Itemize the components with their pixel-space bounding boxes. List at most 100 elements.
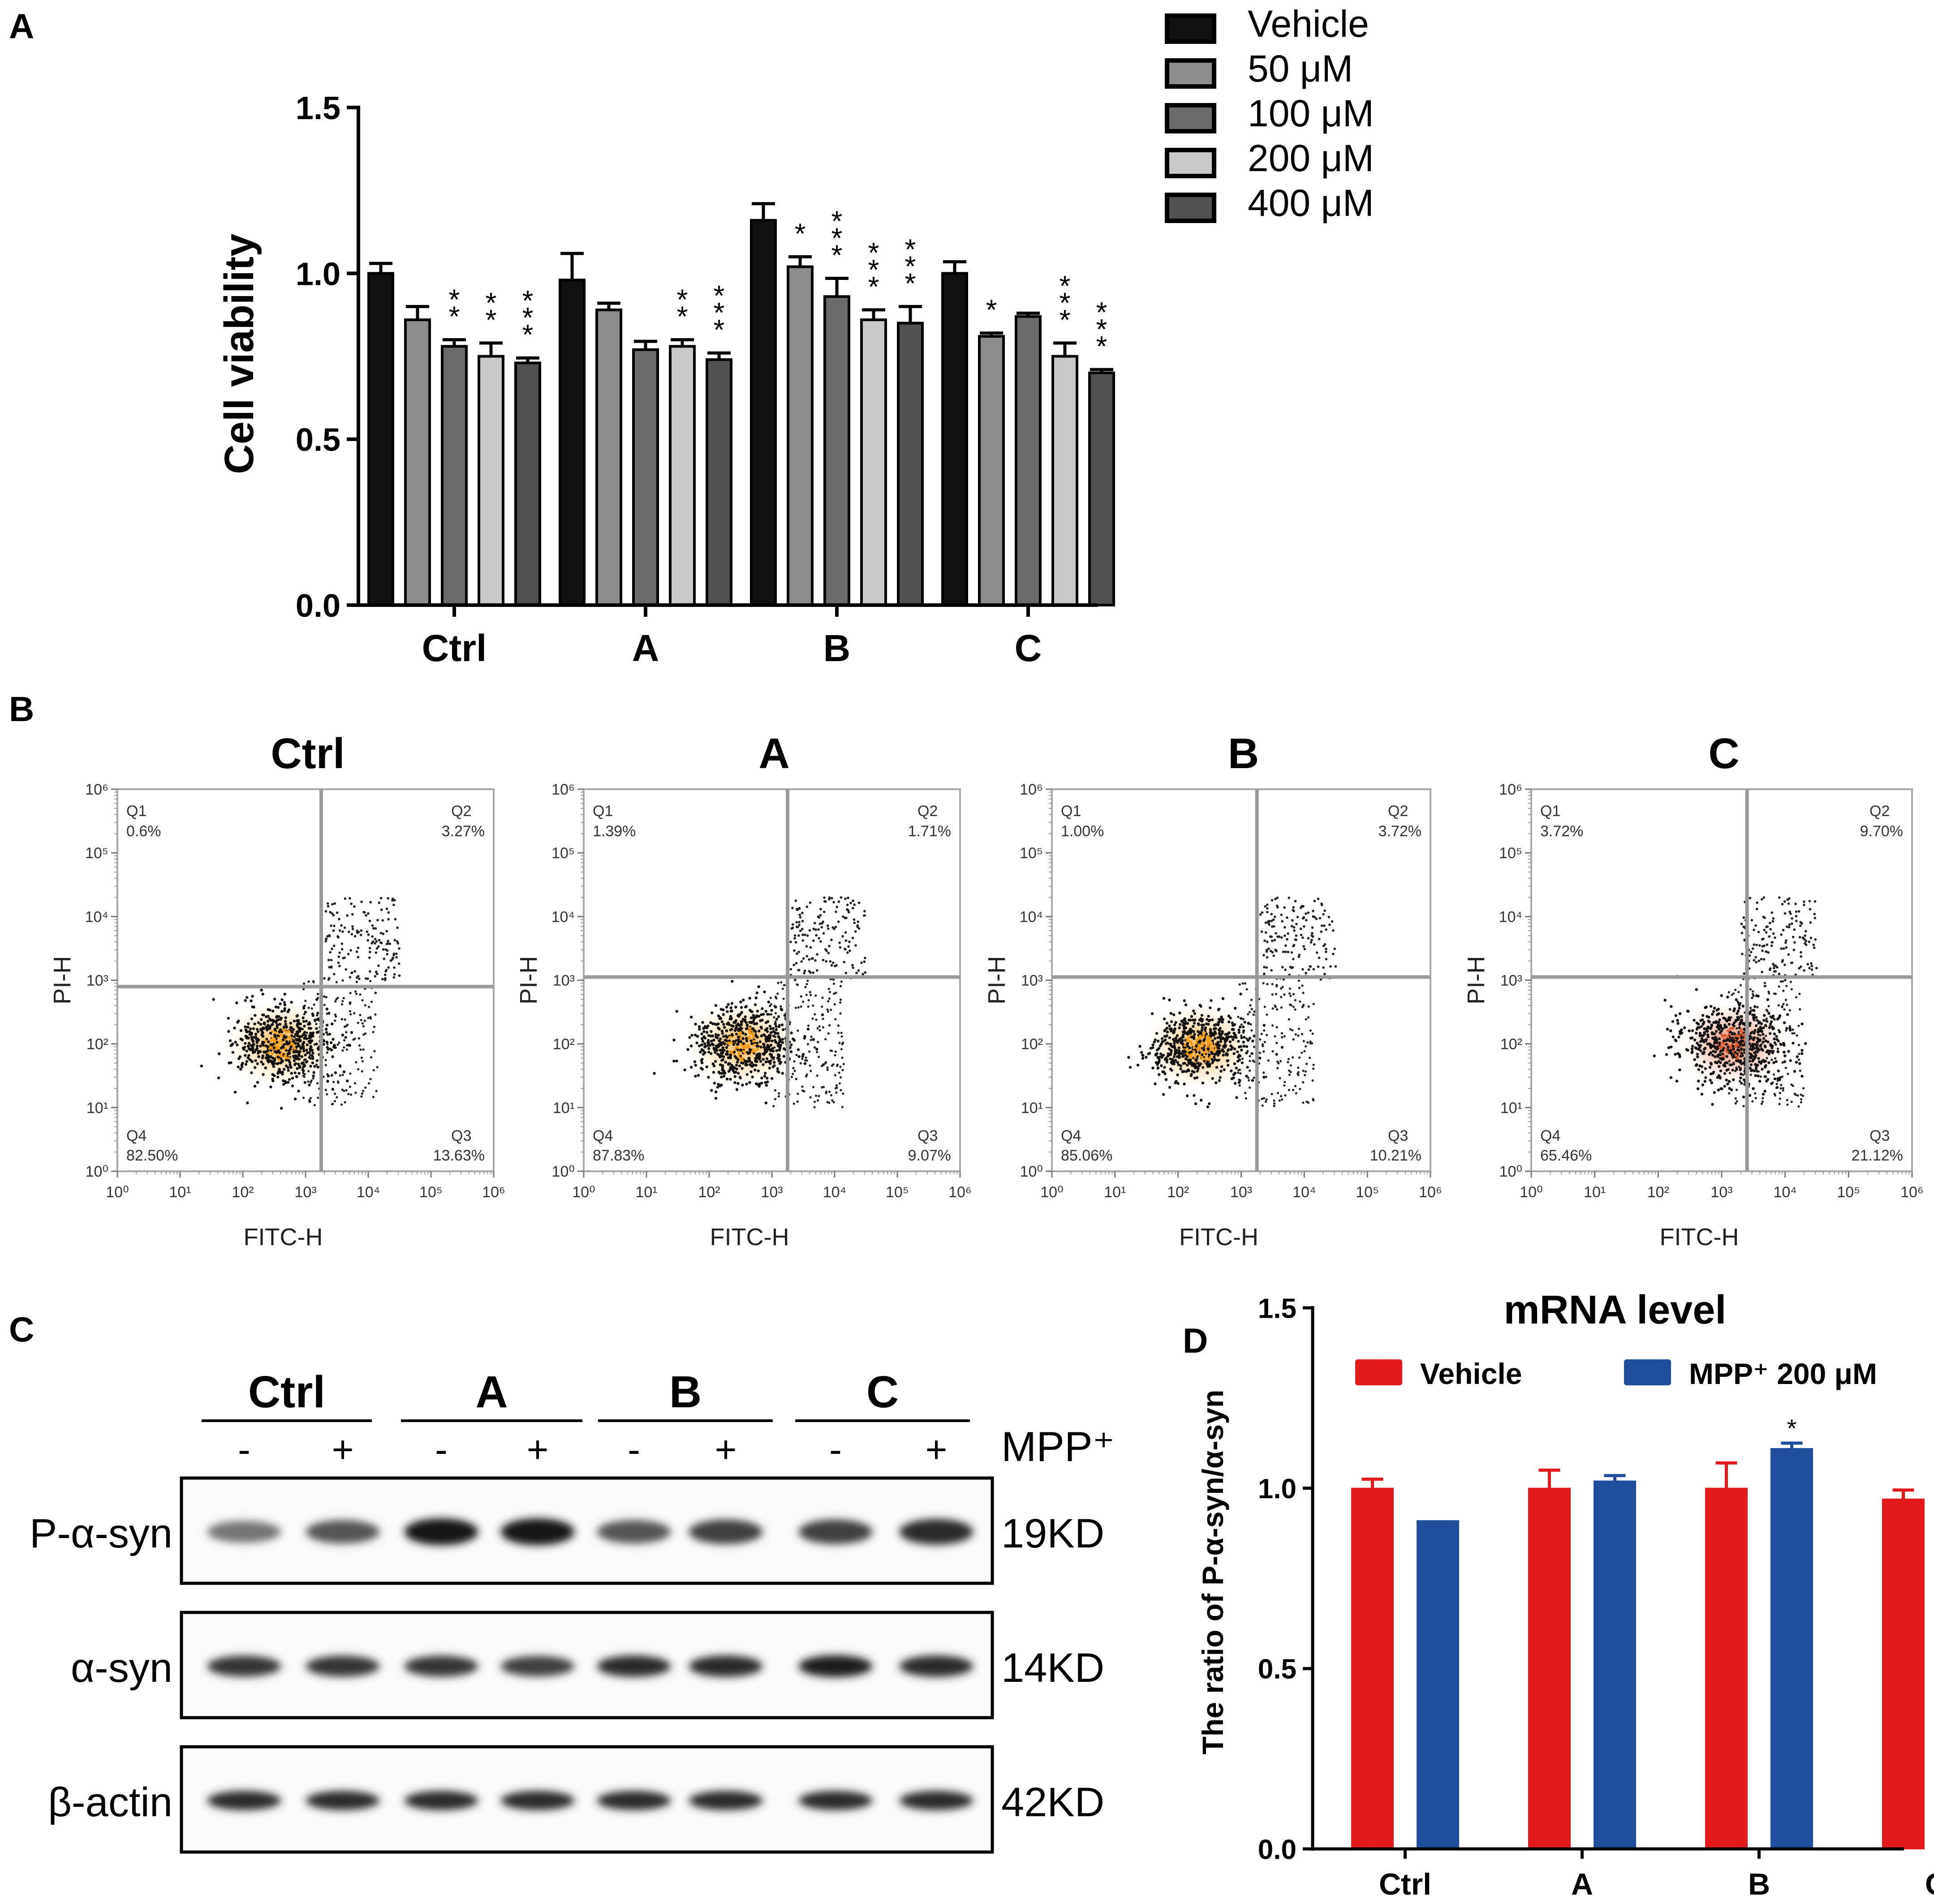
event-dot xyxy=(284,1054,287,1057)
event-dot xyxy=(794,1006,797,1009)
event-dot xyxy=(807,1024,810,1027)
event-dot xyxy=(254,1048,258,1052)
event-dot xyxy=(1292,1006,1295,1008)
event-dot xyxy=(275,1015,278,1019)
event-dot xyxy=(296,1014,299,1017)
event-dot xyxy=(722,1013,725,1016)
event-dot xyxy=(1793,928,1796,931)
event-dot xyxy=(1757,931,1760,933)
event-dot xyxy=(1305,1045,1307,1048)
event-dot xyxy=(1244,982,1247,985)
event-dot xyxy=(297,1053,301,1056)
bar xyxy=(1528,1487,1571,1850)
event-dot xyxy=(1797,1044,1800,1046)
event-dot xyxy=(825,960,827,963)
event-dot xyxy=(1762,1092,1765,1096)
event-dot xyxy=(269,1032,272,1035)
event-dot xyxy=(721,1041,725,1044)
event-dot xyxy=(306,1043,309,1046)
event-dot xyxy=(312,1077,314,1080)
event-dot xyxy=(1305,971,1307,975)
event-dot xyxy=(1190,1015,1193,1018)
event-dot xyxy=(1751,1059,1754,1063)
x-tick-label: 10⁴ xyxy=(1773,1184,1796,1201)
event-dot xyxy=(349,1093,353,1096)
event-dot xyxy=(1732,1078,1735,1081)
bar xyxy=(669,345,696,606)
bar xyxy=(1770,1448,1813,1850)
event-dot xyxy=(271,1044,274,1047)
event-dot xyxy=(315,1027,318,1030)
event-dot xyxy=(1773,992,1776,995)
event-dot xyxy=(851,937,854,939)
event-dot xyxy=(827,1010,829,1013)
panel-label-b: B xyxy=(9,689,34,729)
quadrant-value: 3.27% xyxy=(442,823,485,840)
event-dot xyxy=(763,990,766,993)
event-dot xyxy=(332,1081,335,1083)
event-dot xyxy=(1727,1029,1730,1032)
event-dot xyxy=(1200,1029,1203,1032)
event-dot xyxy=(1804,1042,1807,1045)
event-dot xyxy=(738,1024,742,1027)
event-dot xyxy=(822,932,825,935)
scatter-points xyxy=(200,897,401,1110)
significance-marker: * xyxy=(795,217,806,249)
event-dot xyxy=(266,1059,269,1062)
event-dot xyxy=(307,980,310,983)
event-dot xyxy=(1743,1032,1745,1034)
blot-band xyxy=(798,1791,873,1810)
event-dot xyxy=(733,1050,736,1054)
blot-band xyxy=(689,1791,763,1810)
event-dot xyxy=(1675,1079,1679,1083)
event-dot xyxy=(1218,1032,1221,1036)
event-dot xyxy=(782,1055,786,1058)
event-dot xyxy=(1319,978,1322,981)
event-dot xyxy=(293,1019,296,1023)
event-dot xyxy=(271,1073,274,1076)
event-dot xyxy=(1287,950,1289,954)
event-dot xyxy=(813,1046,816,1049)
event-dot xyxy=(1770,911,1774,914)
event-dot xyxy=(817,1099,819,1102)
event-dot xyxy=(705,1031,709,1034)
event-dot xyxy=(711,1011,714,1014)
event-dot xyxy=(1211,1077,1214,1080)
event-dot xyxy=(775,1049,778,1052)
event-dot xyxy=(317,997,319,999)
x-tick-label: 10⁵ xyxy=(419,1184,443,1201)
event-dot xyxy=(1273,1099,1275,1102)
event-dot xyxy=(1208,1019,1211,1022)
event-dot xyxy=(1198,1004,1202,1007)
event-dot xyxy=(317,1096,319,1099)
blot-row-label: α-syn xyxy=(71,1645,172,1691)
event-dot xyxy=(774,1012,777,1014)
event-dot xyxy=(763,1074,767,1078)
event-dot xyxy=(1204,1045,1208,1049)
event-dot xyxy=(271,1057,275,1060)
event-dot xyxy=(246,1101,249,1105)
event-dot xyxy=(1169,1027,1173,1031)
event-dot xyxy=(766,1036,769,1039)
event-dot xyxy=(864,957,866,959)
event-dot xyxy=(733,1075,737,1078)
event-dot xyxy=(271,1062,275,1066)
event-dot xyxy=(350,1031,353,1034)
event-dot xyxy=(849,902,852,904)
event-dot xyxy=(1783,1060,1786,1063)
event-dot xyxy=(1696,1087,1700,1090)
event-dot xyxy=(1724,1047,1728,1051)
event-dot xyxy=(1749,897,1752,899)
event-dot xyxy=(809,901,812,904)
event-dot xyxy=(818,1095,820,1097)
event-dot xyxy=(740,1011,743,1014)
event-dot xyxy=(277,1058,281,1061)
event-dot xyxy=(1720,1087,1723,1091)
event-dot xyxy=(254,1032,258,1036)
event-dot xyxy=(1726,1035,1730,1039)
event-dot xyxy=(1167,1053,1171,1057)
event-dot xyxy=(284,1020,287,1023)
event-dot xyxy=(1305,1062,1308,1065)
event-dot xyxy=(1799,1008,1801,1011)
event-dot xyxy=(857,927,861,930)
